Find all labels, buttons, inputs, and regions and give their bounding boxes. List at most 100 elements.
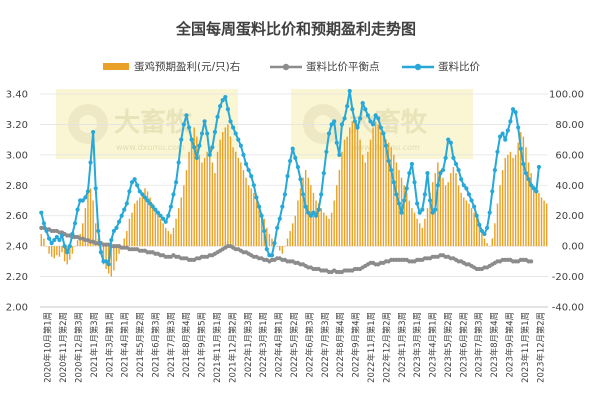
profit-bar: [115, 246, 118, 262]
ratio-point: [70, 231, 75, 237]
profit-bar: [154, 208, 157, 247]
ratio-point: [490, 189, 495, 194]
ratio-point: [210, 145, 215, 150]
ratio-point: [451, 155, 456, 160]
profit-bar: [126, 230, 128, 247]
ratio-point: [316, 207, 321, 212]
left-tick-label: 2.80: [6, 181, 28, 192]
left-tick-label: 2.20: [6, 272, 28, 283]
profit-bar: [84, 208, 87, 247]
profit-bar: [159, 218, 162, 247]
profit-bar: [227, 124, 229, 247]
profit-bar: [413, 212, 416, 247]
chart-title: 全国每周蛋料比价和预期盈利走势图: [175, 20, 416, 38]
ratio-point: [49, 241, 54, 246]
profit-bar: [520, 132, 522, 247]
ratio-point: [404, 186, 409, 191]
legend-label-profit: 蛋鸡预期盈利(元/只)右: [134, 60, 240, 73]
ratio-point: [420, 207, 425, 212]
profit-bar: [416, 218, 418, 247]
profit-bar: [69, 246, 71, 260]
ratio-point: [59, 233, 65, 238]
profit-bar: [123, 238, 125, 247]
profit-bar: [105, 246, 107, 269]
profit-bar: [102, 246, 105, 265]
profit-bar: [74, 246, 76, 247]
ratio-point: [391, 180, 396, 185]
ratio-point: [461, 183, 466, 188]
profit-bar: [250, 188, 252, 247]
ratio-point: [319, 192, 324, 197]
ratio-point: [321, 171, 326, 176]
ratio-point: [300, 192, 306, 197]
x-tick-label: 2023年7月第3周: [474, 312, 484, 377]
ratio-point: [127, 189, 132, 194]
profit-bar: [403, 185, 405, 247]
ratio-point: [497, 134, 503, 139]
profit-bar: [203, 157, 206, 247]
profit-bar: [483, 238, 486, 247]
profit-bar: [374, 121, 377, 247]
profit-bar: [426, 208, 429, 247]
ratio-point: [67, 244, 72, 249]
ratio-point: [368, 119, 373, 124]
profit-bar: [113, 246, 115, 271]
profit-bar: [193, 127, 195, 247]
ratio-point: [202, 119, 207, 124]
profit-bar: [139, 197, 141, 247]
ratio-point: [256, 204, 262, 209]
ratio-point: [137, 189, 142, 194]
ratio-point: [505, 128, 510, 133]
ratio-point: [396, 201, 402, 206]
legend-label-breakeven: 蛋料比价平衡点: [306, 60, 380, 73]
profit-bar: [535, 188, 538, 247]
ratio-point: [96, 228, 101, 234]
profit-bar: [465, 200, 468, 247]
ratio-point: [492, 167, 497, 173]
ratio-point: [75, 207, 80, 212]
right-tick-label: 0.00: [562, 242, 584, 253]
profit-bar: [393, 154, 395, 247]
right-axis: -40.00 -20.00 0.00 20.00 40.00 60.00 80.00 100.…: [549, 90, 584, 314]
profit-bar: [496, 203, 499, 247]
x-tick-label: 2022年3月第1周: [258, 312, 268, 377]
ratio-point: [337, 152, 342, 157]
ratio-point: [389, 167, 394, 173]
ratio-point: [531, 186, 536, 191]
svg-text:大畜牧: 大畜牧: [349, 107, 428, 138]
ratio-point: [88, 160, 93, 165]
ratio-point: [65, 250, 70, 255]
ratio-point: [456, 167, 461, 173]
profit-bar: [95, 223, 97, 247]
ratio-point: [526, 177, 531, 182]
ratio-point: [184, 113, 189, 118]
ratio-point: [80, 198, 85, 203]
profit-bar: [291, 223, 294, 247]
ratio-point: [98, 250, 104, 255]
ratio-point: [376, 116, 381, 121]
ratio-point: [52, 237, 57, 243]
profit-bar: [514, 154, 517, 247]
ratio-point: [513, 110, 518, 115]
ratio-point: [179, 137, 184, 142]
profit-bar: [284, 246, 286, 247]
profit-bar: [141, 192, 144, 247]
profit-bar: [302, 177, 304, 247]
profit-bar: [185, 170, 188, 247]
ratio-point: [311, 210, 316, 215]
ratio-point: [370, 122, 376, 127]
ratio-point: [254, 195, 259, 200]
x-tick-label: 2022年5月第2周: [289, 312, 299, 377]
ratio-point: [381, 131, 386, 136]
ratio-point: [135, 183, 140, 188]
ratio-point: [433, 207, 438, 212]
profit-bar: [349, 127, 351, 247]
ratio-point: [236, 137, 241, 142]
ratio-point: [166, 213, 171, 218]
ratio-point: [443, 155, 448, 160]
ratio-point: [238, 143, 243, 148]
ratio-point: [518, 146, 523, 151]
profit-bar: [439, 170, 442, 247]
profit-bar: [253, 192, 255, 247]
x-tick-label: 2021年9月第5周: [197, 312, 207, 377]
